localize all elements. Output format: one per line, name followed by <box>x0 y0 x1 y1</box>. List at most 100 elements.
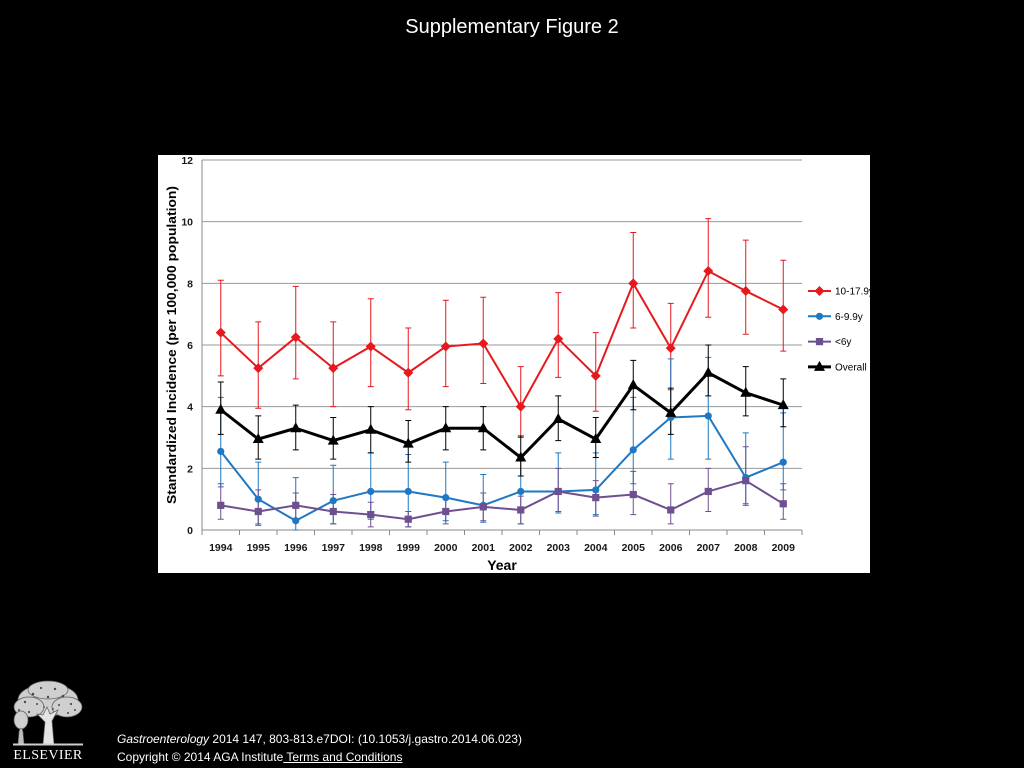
citation: Gastroenterology 2014 147, 803-813.e7DOI… <box>117 730 522 766</box>
data-point <box>704 487 712 496</box>
legend-label: <6y <box>835 337 851 348</box>
data-point <box>590 370 601 381</box>
data-point <box>440 341 451 352</box>
x-tick-label: 2008 <box>734 542 758 554</box>
data-point <box>628 278 639 289</box>
data-point <box>702 366 714 377</box>
legend-marker <box>815 338 824 346</box>
data-point <box>479 503 487 511</box>
x-tick-label: 2006 <box>659 542 683 554</box>
x-tick-label: 1998 <box>359 542 383 554</box>
legend-item: <6y <box>808 337 851 348</box>
data-point <box>590 433 602 444</box>
data-point <box>217 501 225 509</box>
chart: Standardized Incidence (per 100,000 popu… <box>158 155 870 573</box>
data-point <box>592 494 600 502</box>
error-bars-<6y <box>217 446 787 528</box>
data-point <box>329 507 337 516</box>
data-point <box>778 304 789 315</box>
x-tick-label: 1997 <box>322 542 346 554</box>
series-line <box>219 414 784 522</box>
legend-item: Overall <box>808 360 867 373</box>
data-point <box>327 434 339 445</box>
series-line <box>219 371 784 460</box>
data-point <box>290 332 301 343</box>
x-tick-label: 1996 <box>284 542 308 554</box>
x-tick-label: 1999 <box>397 542 421 554</box>
data-point <box>740 386 752 397</box>
legend-label: Overall <box>835 362 867 373</box>
data-point <box>442 494 450 502</box>
data-point <box>403 367 414 378</box>
legend-label: 10-17.9y <box>835 287 870 298</box>
data-point <box>552 413 564 423</box>
x-tick-label: 2009 <box>772 542 796 554</box>
copyright-line: Copyright © 2014 AGA Institute Terms and… <box>117 748 522 766</box>
elsevier-logo: ELSEVIER <box>8 680 88 766</box>
data-point <box>629 446 637 454</box>
data-point <box>740 286 751 297</box>
x-tick-label: 2003 <box>547 542 571 554</box>
data-point <box>252 433 264 444</box>
y-tick-label: 4 <box>187 402 193 414</box>
legend-marker <box>814 360 825 371</box>
legend-item: 10-17.9y <box>808 286 870 298</box>
y-tick-label: 0 <box>187 525 193 537</box>
terms-and-conditions-link[interactable]: Terms and Conditions <box>283 750 403 764</box>
legend-item: 6-9.9y <box>808 312 863 323</box>
journal-name: Gastroenterology <box>117 732 210 746</box>
error-bar <box>217 483 224 520</box>
series-6-9.9y <box>217 412 787 525</box>
elsevier-wordmark: ELSEVIER <box>13 748 83 763</box>
data-point <box>777 399 789 410</box>
elsevier-tree-icon <box>13 680 83 746</box>
gridlines: 0 2 4 6 8 10 12 <box>181 155 802 537</box>
data-point <box>665 406 677 417</box>
x-tick-label: 2000 <box>434 542 458 554</box>
data-point <box>515 451 527 462</box>
data-point <box>367 487 375 496</box>
data-point <box>627 379 639 390</box>
data-point <box>554 487 562 496</box>
data-point <box>517 487 525 496</box>
series-<6y <box>217 477 787 523</box>
data-point <box>329 497 337 505</box>
series-line <box>220 479 784 521</box>
data-point <box>402 437 414 448</box>
x-tick-label: 1995 <box>247 542 271 554</box>
data-point <box>779 458 787 466</box>
error-bar <box>630 396 637 485</box>
data-point <box>292 517 300 525</box>
data-point <box>665 343 676 354</box>
data-point <box>779 500 787 508</box>
data-point <box>292 501 300 509</box>
data-point <box>442 507 450 516</box>
slide-title: Supplementary Figure 2 <box>405 16 619 38</box>
legend-marker <box>814 286 825 296</box>
error-bar <box>667 483 674 525</box>
error-bars-Overall <box>217 344 787 477</box>
x-tick-label: 2007 <box>697 542 721 554</box>
y-tick-label: 8 <box>187 278 193 290</box>
data-point <box>742 477 750 485</box>
x-tick-label: 2002 <box>509 542 533 554</box>
legend-marker <box>815 312 824 320</box>
citation-details: 2014 147, 803-813.e7DOI: (10.1053/j.gast… <box>209 732 522 746</box>
y-tick-label: 2 <box>187 463 193 475</box>
data-point <box>704 412 712 420</box>
x-tick-label: 1994 <box>209 542 233 554</box>
data-point <box>404 487 412 496</box>
data-point <box>592 486 600 494</box>
error-bars-10-17.9y <box>217 218 787 438</box>
series-Overall <box>215 366 789 462</box>
data-point <box>517 506 525 514</box>
x-tick-label: 2004 <box>584 542 608 554</box>
data-point <box>440 422 452 433</box>
y-tick-label: 6 <box>187 340 193 352</box>
data-point <box>254 495 262 503</box>
data-point <box>629 490 637 499</box>
y-tick-label: 10 <box>181 217 193 229</box>
citation-line: Gastroenterology 2014 147, 803-813.e7DOI… <box>117 730 522 748</box>
data-point <box>215 403 227 414</box>
data-point <box>365 423 377 434</box>
